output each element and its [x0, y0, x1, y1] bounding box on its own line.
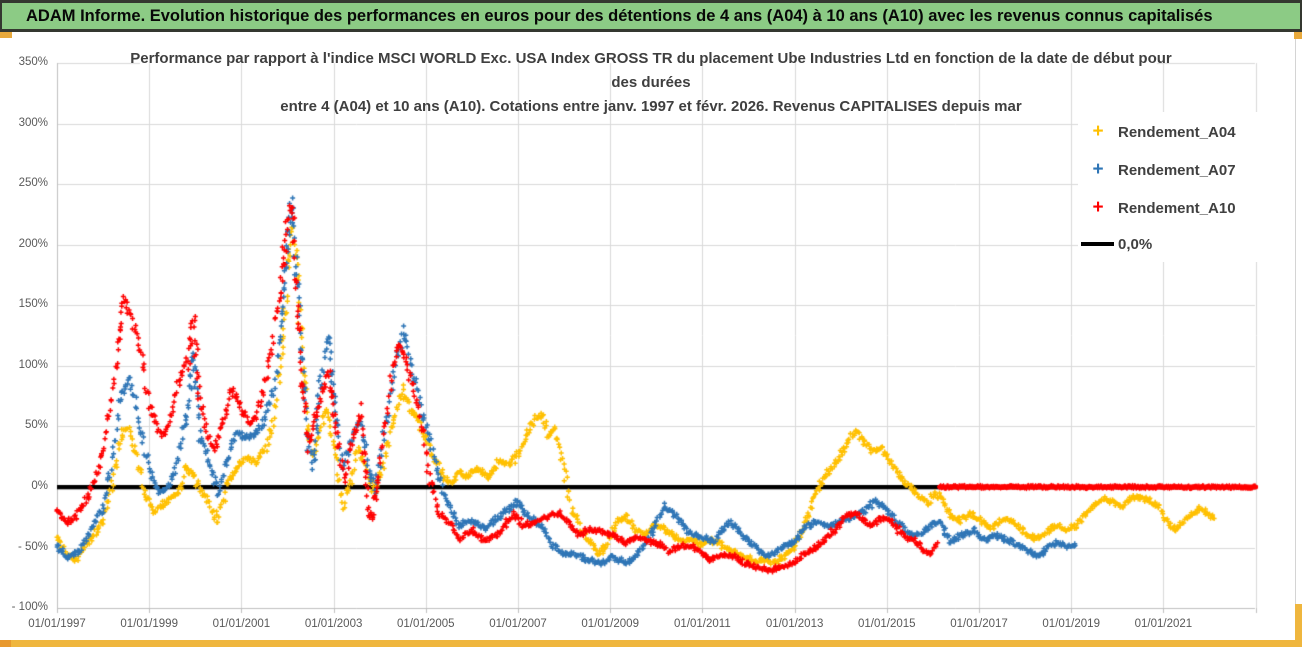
y-axis-tick-label: 100% [18, 358, 48, 371]
chart-title: Performance par rapport à l'indice MSCI … [96, 47, 1206, 119]
x-axis-tick-label: 01/01/2003 [304, 618, 363, 630]
x-axis-tick-label: 01/01/2009 [581, 618, 639, 630]
x-axis-tick-label: 01/01/2007 [489, 618, 547, 630]
x-axis-tick-label: 01/01/2019 [1042, 618, 1100, 630]
legend-label: Rendement_A10 [1118, 199, 1236, 217]
legend-item-rendement-a07[interactable]: + Rendement_A07 [1078, 158, 1264, 182]
y-axis-tick-label: 150% [18, 298, 48, 311]
zero-line-swatch-icon [1081, 242, 1114, 246]
x-axis-tick-label: 01/01/2001 [212, 618, 271, 630]
legend-item-rendement-a04[interactable]: + Rendement_A04 [1078, 120, 1264, 144]
legend-label: 0,0% [1118, 235, 1153, 253]
legend-item-zero-line[interactable]: 0,0% [1078, 232, 1264, 256]
y-axis-tick-label: 250% [18, 177, 48, 190]
x-axis-tick-label: 01/01/2005 [397, 618, 455, 630]
title-bar: ADAM Informe. Evolution historique des p… [0, 0, 1302, 32]
plus-marker-icon: + [1092, 121, 1104, 142]
plus-marker-icon: + [1092, 197, 1104, 218]
gold-accent-bottom [0, 640, 1302, 647]
chart-title-line2: des durées [611, 74, 691, 91]
legend-label: Rendement_A04 [1118, 123, 1236, 141]
gold-accent-bottom-left-corner [0, 640, 11, 647]
chart-object-right-border [1295, 39, 1296, 605]
legend-item-rendement-a10[interactable]: + Rendement_A10 [1078, 196, 1264, 220]
plus-marker-icon: + [1092, 159, 1104, 180]
y-axis-tick-label: 50% [24, 419, 48, 432]
x-axis-tick-label: 01/01/1997 [28, 618, 86, 630]
title-bar-text: ADAM Informe. Evolution historique des p… [26, 6, 1213, 25]
legend-label: Rendement_A07 [1118, 161, 1236, 179]
x-axis-tick-label: 01/01/2015 [858, 618, 916, 630]
chart-title-line3: entre 4 (A04) et 10 ans (A10). Cotations… [280, 98, 1022, 115]
gold-accent-top-right [1294, 32, 1302, 39]
x-axis-tick-label: 01/01/2011 [674, 618, 731, 630]
chart-title-line1: Performance par rapport à l'indice MSCI … [130, 50, 1172, 67]
y-axis-tick-label: - 100% [11, 601, 48, 614]
y-axis-tick-label: 0% [31, 480, 48, 492]
x-axis-tick-label: 01/01/2021 [1134, 618, 1193, 630]
y-axis-tick-label: 200% [18, 237, 48, 250]
x-axis-tick-label: 01/01/2017 [950, 618, 1008, 630]
x-axis-tick-label: 01/01/1999 [120, 618, 178, 630]
y-axis-tick-label: 300% [18, 116, 48, 129]
gold-accent-top-left [0, 32, 12, 38]
x-axis-tick-label: 01/01/2013 [765, 618, 824, 630]
legend: + Rendement_A04 + Rendement_A07 + Rendem… [1078, 112, 1264, 262]
y-axis-tick-label: 350% [18, 56, 48, 69]
gold-accent-right [1295, 604, 1302, 647]
y-axis-tick-label: - 50% [17, 540, 48, 553]
